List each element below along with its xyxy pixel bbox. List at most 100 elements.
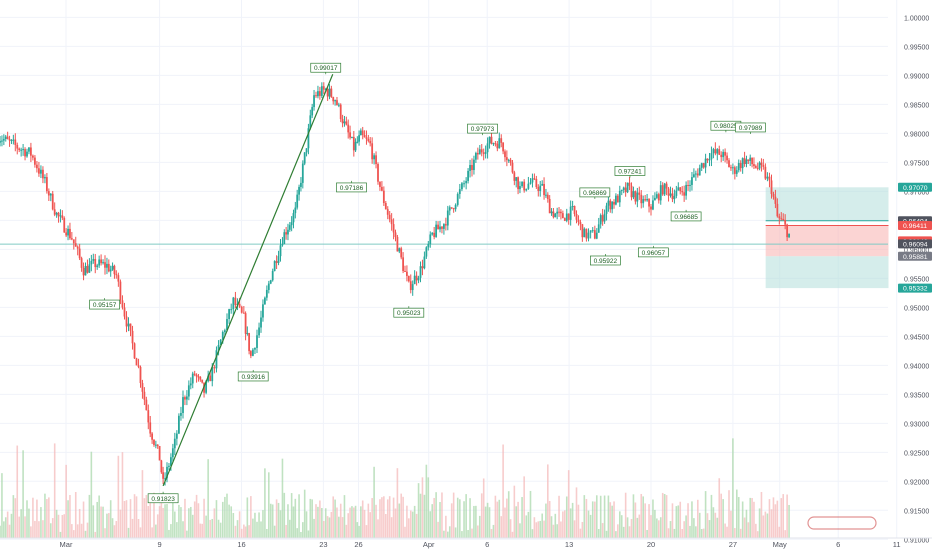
pivot-label: 0.96685 bbox=[670, 209, 702, 222]
volume-bar bbox=[71, 524, 73, 538]
candle-body bbox=[437, 224, 439, 230]
volume-bar bbox=[745, 509, 748, 538]
candle-body bbox=[693, 174, 695, 178]
volume-bar bbox=[166, 504, 168, 538]
volume-bar bbox=[390, 517, 393, 538]
grid bbox=[0, 0, 898, 540]
volume-bar bbox=[788, 504, 790, 538]
candle-body bbox=[417, 277, 420, 281]
candle-body bbox=[277, 256, 280, 263]
volume-bar bbox=[137, 519, 140, 538]
volume-bar bbox=[250, 496, 252, 538]
volume-bar bbox=[454, 527, 457, 538]
volume-bar bbox=[640, 493, 643, 538]
volume-bar bbox=[502, 444, 504, 538]
volume-bar bbox=[560, 521, 562, 538]
candle-body bbox=[88, 264, 91, 273]
volume-bar bbox=[766, 513, 769, 538]
pivot-text: 0.97241 bbox=[618, 168, 642, 175]
volume-bar bbox=[133, 494, 136, 538]
candle-body bbox=[476, 152, 479, 155]
volume-bar bbox=[36, 499, 38, 538]
volume-bar bbox=[84, 530, 87, 538]
volume-bar bbox=[80, 523, 83, 538]
candle-body bbox=[636, 192, 639, 202]
volume-bar bbox=[650, 515, 652, 538]
candle-body bbox=[240, 306, 243, 313]
candle-body bbox=[473, 159, 475, 171]
candle-body bbox=[640, 194, 643, 204]
candle-body bbox=[388, 214, 391, 220]
volume-bar bbox=[339, 503, 342, 538]
volume-bar bbox=[49, 523, 52, 538]
volume-bar bbox=[14, 498, 17, 538]
candle-body bbox=[226, 319, 228, 331]
volume-bar bbox=[465, 494, 467, 538]
trendline bbox=[162, 73, 334, 487]
volume-bar bbox=[562, 511, 564, 538]
candle-body bbox=[230, 309, 233, 311]
candle-body bbox=[349, 132, 351, 138]
candle-body bbox=[461, 183, 463, 190]
candle-body bbox=[53, 209, 56, 215]
candle-body bbox=[696, 173, 699, 176]
candle-body bbox=[669, 193, 672, 196]
candle-body bbox=[421, 266, 424, 269]
volume-bar bbox=[188, 508, 190, 538]
volume-bar bbox=[109, 500, 112, 538]
volume-bar bbox=[88, 494, 91, 538]
candle-body bbox=[354, 142, 357, 151]
volume-bar bbox=[628, 526, 631, 538]
candle-body bbox=[113, 265, 116, 275]
candle-body bbox=[762, 165, 765, 167]
volume-bar bbox=[40, 507, 42, 538]
candle-body bbox=[139, 366, 142, 384]
volume-bar bbox=[601, 523, 604, 538]
volume-bar bbox=[117, 455, 120, 538]
candle-body bbox=[386, 209, 389, 215]
volume-bar bbox=[573, 520, 576, 538]
volume-bar bbox=[61, 514, 64, 538]
volume-bar bbox=[279, 510, 282, 538]
pivot-box bbox=[393, 307, 425, 318]
candle-body bbox=[450, 207, 453, 209]
position-tool bbox=[765, 187, 889, 289]
volume-bar bbox=[471, 528, 473, 538]
candle-body bbox=[61, 215, 64, 219]
volume-bar bbox=[677, 505, 680, 538]
candle-body bbox=[583, 228, 586, 238]
candle-body bbox=[615, 195, 617, 205]
volume-bar bbox=[221, 501, 224, 538]
candle-body bbox=[281, 243, 284, 246]
volume-bar bbox=[659, 517, 662, 538]
candle-body bbox=[683, 192, 686, 196]
candle-body bbox=[607, 200, 610, 206]
volume-bar bbox=[558, 495, 560, 538]
volume-bar bbox=[178, 504, 180, 538]
volume-bar bbox=[494, 495, 497, 538]
volume-bar bbox=[164, 504, 166, 538]
volume-bar bbox=[543, 520, 545, 538]
volume-bar bbox=[149, 499, 152, 538]
candle-body bbox=[57, 212, 60, 217]
candle-body bbox=[446, 210, 449, 226]
volume-bar bbox=[675, 506, 678, 538]
volume-bar bbox=[509, 519, 512, 538]
volume-bar bbox=[776, 500, 779, 538]
volume-bar bbox=[477, 525, 479, 538]
candle-body bbox=[158, 446, 161, 461]
volume-bar bbox=[317, 506, 319, 538]
candle-body bbox=[776, 203, 779, 217]
volume-bar bbox=[431, 504, 434, 538]
volume-bar bbox=[131, 518, 134, 538]
candle-body bbox=[219, 339, 222, 345]
volume-bar bbox=[756, 531, 759, 538]
volume-bar bbox=[381, 497, 383, 538]
volume-bar bbox=[193, 501, 196, 538]
candle-body bbox=[679, 187, 682, 192]
volume-bar bbox=[626, 517, 629, 538]
volume-bar bbox=[383, 496, 385, 538]
volume-bar bbox=[728, 490, 730, 538]
